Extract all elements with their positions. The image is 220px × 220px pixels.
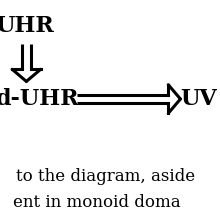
- Text: ent in monoid doma: ent in monoid doma: [13, 194, 181, 211]
- Text: to the diagram, aside: to the diagram, aside: [16, 167, 195, 185]
- Text: UHR: UHR: [0, 15, 54, 37]
- Text: UV: UV: [180, 88, 217, 110]
- Text: d-UHR: d-UHR: [0, 88, 79, 110]
